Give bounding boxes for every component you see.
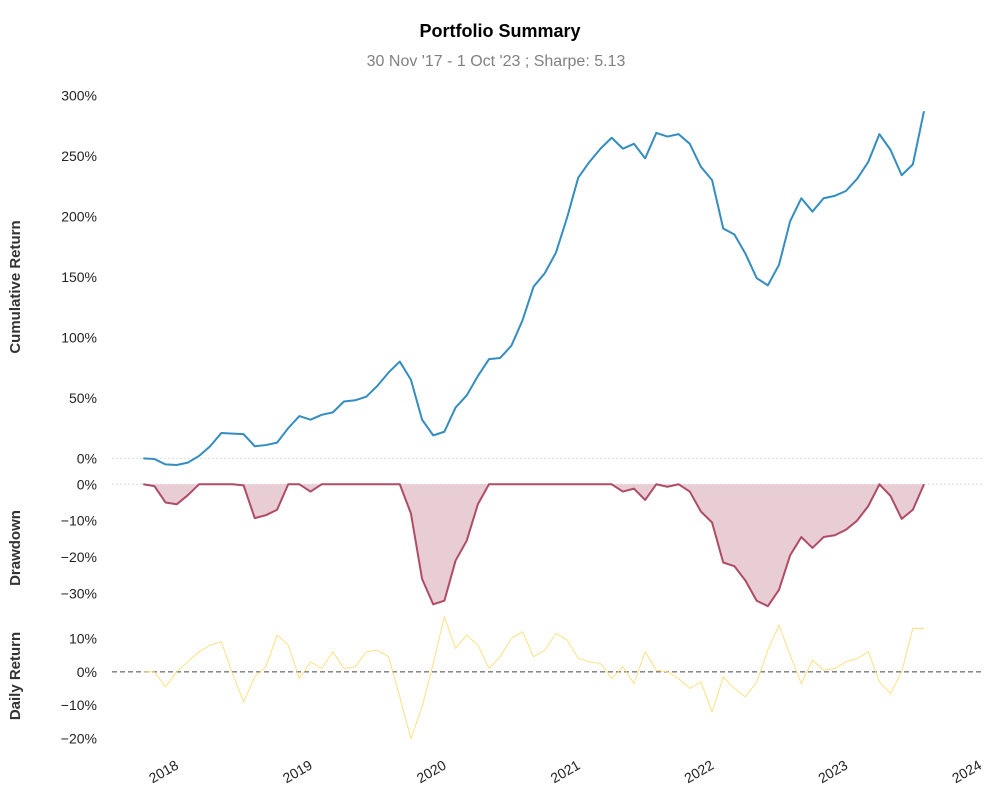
x-tick-label: 2023 [815,757,850,787]
daily-ytick-label: 0% [77,664,97,680]
daily-ytick-label: 10% [69,630,97,646]
cumulative-ylabel: Cumulative Return [7,220,24,353]
chart-title: Portfolio Summary [419,21,580,41]
daily-ytick-label: −20% [61,731,97,747]
daily-return-ylabel: Daily Return [7,632,24,720]
daily-ytick-label: −10% [61,697,97,713]
drawdown-ytick-label: −30% [61,585,97,601]
x-tick-label: 2022 [681,757,716,787]
x-tick-label: 2024 [949,757,984,787]
cumulative-ytick-label: 150% [61,269,97,285]
x-tick-label: 2018 [146,757,181,787]
daily-return-panel: 10% 0% −10% −20% [61,616,982,747]
cumulative-ytick-label: 250% [61,148,97,164]
cumulative-ytick-label: 100% [61,329,97,345]
x-axis: 2018 2019 2020 2021 2022 2023 2024 [146,757,984,787]
x-tick-label: 2021 [548,757,583,787]
x-tick-label: 2019 [280,757,315,787]
cumulative-ytick-label: 0% [77,450,97,466]
drawdown-panel: 0% −10% −20% −30% [61,476,982,608]
cumulative-ytick-label: 300% [61,87,97,103]
cumulative-series-line [143,110,925,467]
cumulative-return-panel: 0% 50% 100% 150% 200% 250% 300% [61,87,982,466]
cumulative-ytick-label: 200% [61,208,97,224]
drawdown-area [143,484,925,607]
chart-subtitle: 30 Nov '17 - 1 Oct '23 ; Sharpe: 5.13 [367,53,626,70]
x-tick-label: 2020 [414,757,449,787]
daily-series-line [143,616,924,740]
drawdown-series-line [143,483,925,608]
cumulative-ytick-label: 50% [69,390,97,406]
drawdown-ytick-label: −20% [61,549,97,565]
drawdown-ylabel: Drawdown [7,510,24,586]
drawdown-ytick-label: −10% [61,513,97,529]
drawdown-ytick-label: 0% [77,476,97,492]
